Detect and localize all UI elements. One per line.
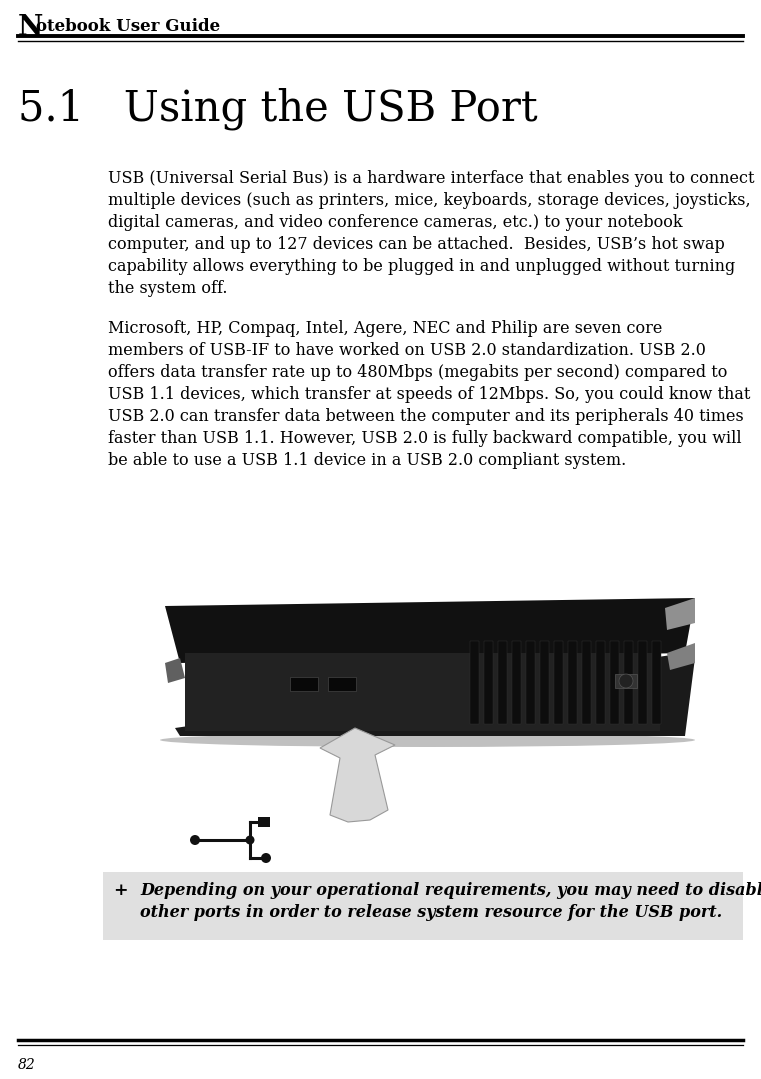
Bar <box>624 641 633 724</box>
Circle shape <box>246 835 254 845</box>
Polygon shape <box>665 598 695 630</box>
Text: Microsoft, HP, Compaq, Intel, Agere, NEC and Philip are seven core: Microsoft, HP, Compaq, Intel, Agere, NEC… <box>108 320 662 337</box>
Bar <box>554 641 563 724</box>
Text: 5.1   Using the USB Port: 5.1 Using the USB Port <box>18 88 537 131</box>
Text: multiple devices (such as printers, mice, keyboards, storage devices, joysticks,: multiple devices (such as printers, mice… <box>108 192 750 209</box>
Text: N: N <box>18 14 43 41</box>
Bar <box>103 872 743 940</box>
Polygon shape <box>175 653 695 736</box>
Bar <box>596 641 605 724</box>
Circle shape <box>261 853 271 863</box>
Polygon shape <box>165 658 185 683</box>
Text: otebook User Guide: otebook User Guide <box>36 18 220 35</box>
Text: USB (Universal Serial Bus) is a hardware interface that enables you to connect: USB (Universal Serial Bus) is a hardware… <box>108 170 754 187</box>
Bar <box>615 674 637 688</box>
Text: USB 2.0 can transfer data between the computer and its peripherals 40 times: USB 2.0 can transfer data between the co… <box>108 408 743 425</box>
Bar <box>526 641 535 724</box>
Circle shape <box>190 835 200 845</box>
Bar <box>610 641 619 724</box>
Circle shape <box>619 674 633 688</box>
Text: other ports in order to release system resource for the USB port.: other ports in order to release system r… <box>140 904 722 921</box>
Bar <box>185 653 660 730</box>
Bar <box>568 641 577 724</box>
Ellipse shape <box>160 733 695 747</box>
Bar <box>484 641 493 724</box>
Text: USB 1.1 devices, which transfer at speeds of 12Mbps. So, you could know that: USB 1.1 devices, which transfer at speed… <box>108 386 750 402</box>
Polygon shape <box>165 598 695 663</box>
Text: members of USB-IF to have worked on USB 2.0 standardization. USB 2.0: members of USB-IF to have worked on USB … <box>108 342 706 359</box>
Bar <box>290 677 318 691</box>
Text: the system off.: the system off. <box>108 279 228 297</box>
Polygon shape <box>667 643 695 670</box>
Text: digital cameras, and video conference cameras, etc.) to your notebook: digital cameras, and video conference ca… <box>108 214 683 231</box>
Text: computer, and up to 127 devices can be attached.  Besides, USB’s hot swap: computer, and up to 127 devices can be a… <box>108 236 724 252</box>
Bar <box>258 817 270 827</box>
Bar <box>582 641 591 724</box>
Bar <box>540 641 549 724</box>
Text: be able to use a USB 1.1 device in a USB 2.0 compliant system.: be able to use a USB 1.1 device in a USB… <box>108 452 626 469</box>
Text: +: + <box>113 882 128 899</box>
Bar <box>498 641 507 724</box>
Text: faster than USB 1.1. However, USB 2.0 is fully backward compatible, you will: faster than USB 1.1. However, USB 2.0 is… <box>108 431 742 447</box>
Text: 82: 82 <box>18 1058 36 1073</box>
Text: Depending on your operational requirements, you may need to disable: Depending on your operational requiremen… <box>140 882 761 899</box>
Bar <box>512 641 521 724</box>
Bar <box>328 677 356 691</box>
Bar <box>638 641 647 724</box>
Text: offers data transfer rate up to 480Mbps (megabits per second) compared to: offers data transfer rate up to 480Mbps … <box>108 364 728 381</box>
Bar <box>652 641 661 724</box>
Bar <box>470 641 479 724</box>
Text: capability allows everything to be plugged in and unplugged without turning: capability allows everything to be plugg… <box>108 258 735 275</box>
Polygon shape <box>320 728 395 822</box>
